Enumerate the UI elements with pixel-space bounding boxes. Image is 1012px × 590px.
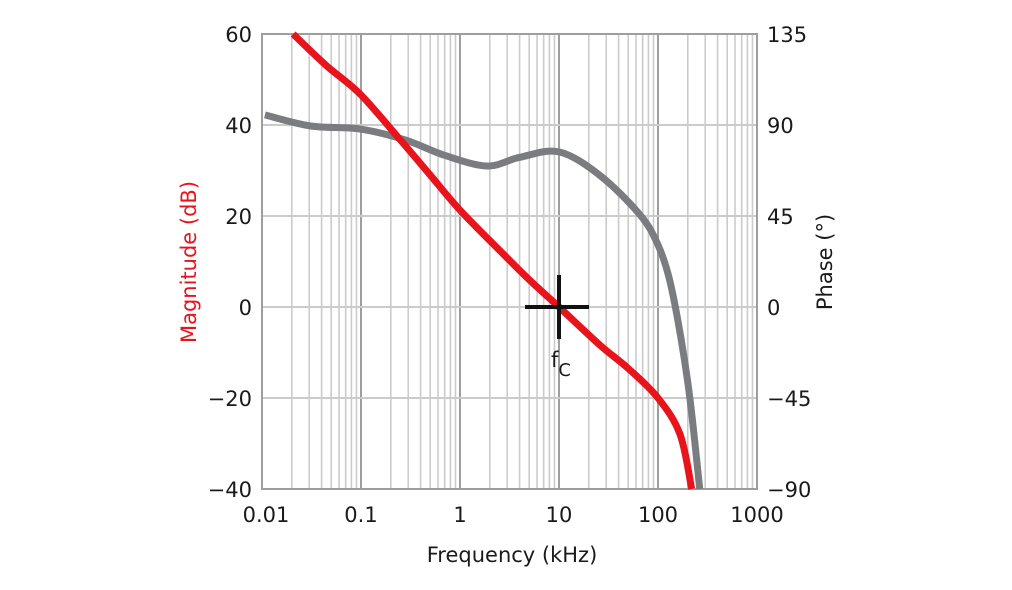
- magnitude-tick-label: −20: [208, 387, 252, 411]
- frequency-tick-label: 100: [638, 503, 678, 527]
- frequency-axis-title: Frequency (kHz): [427, 543, 598, 567]
- frequency-tick-label: 1000: [730, 503, 783, 527]
- frequency-tick-label: 0.1: [344, 503, 377, 527]
- frequency-tick-label: 10: [546, 503, 573, 527]
- frequency-tick-label: 1: [453, 503, 466, 527]
- magnitude-curve: [290, 31, 696, 490]
- phase-tick-labels: 135 90 45 0 −45 −90: [767, 23, 811, 502]
- magnitude-tick-label: 60: [225, 23, 252, 47]
- phase-curve: [264, 111, 704, 490]
- frequency-tick-labels: 0.01 0.1 1 10 100 1000: [243, 503, 784, 527]
- phase-axis-title: Phase (°): [813, 214, 837, 310]
- phase-tick-label: −90: [767, 478, 811, 502]
- magnitude-tick-label: 40: [225, 114, 252, 138]
- frequency-tick-label: 0.01: [243, 503, 290, 527]
- magnitude-tick-label: 20: [225, 205, 252, 229]
- phase-tick-label: 0: [767, 296, 780, 320]
- phase-tick-label: 90: [767, 114, 794, 138]
- phase-tick-label: 135: [767, 23, 807, 47]
- plot-frame: [261, 33, 758, 490]
- phase-tick-label: 45: [767, 205, 794, 229]
- magnitude-tick-labels: 60 40 20 0 −20 −40: [208, 23, 252, 502]
- series-layer: [264, 31, 704, 490]
- grid: [262, 33, 757, 490]
- magnitude-tick-label: −40: [208, 478, 252, 502]
- magnitude-axis-title: Magnitude (dB): [177, 181, 201, 343]
- magnitude-tick-label: 0: [239, 296, 252, 320]
- phase-tick-label: −45: [767, 387, 811, 411]
